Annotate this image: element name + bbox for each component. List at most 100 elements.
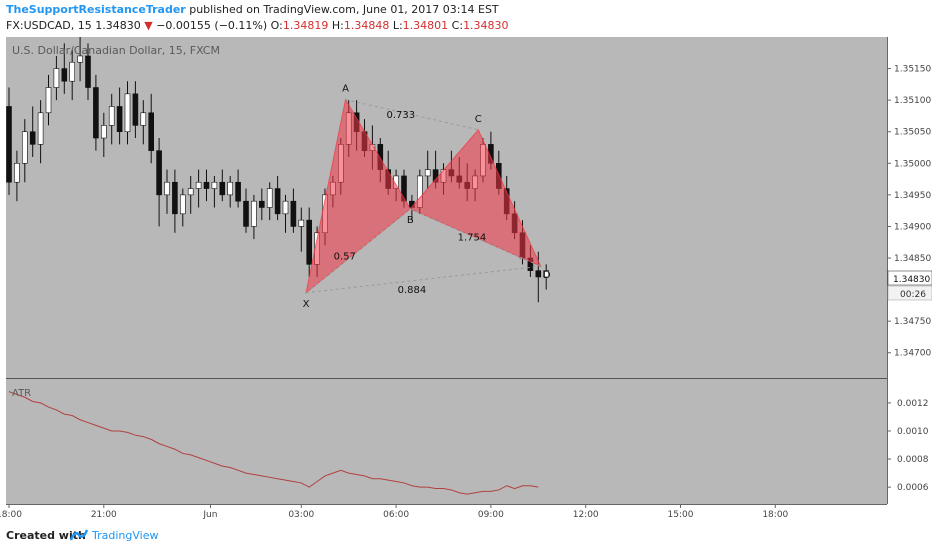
pattern-ratio-label: 0.884	[398, 285, 427, 296]
candle-body	[116, 106, 123, 133]
candle-body	[140, 112, 147, 126]
candle-body	[282, 200, 289, 215]
open-value: 1.34819	[282, 19, 329, 32]
tradingview-link[interactable]: TradingView	[92, 529, 159, 542]
candle-body	[77, 55, 83, 63]
pattern-ac-line	[345, 99, 479, 131]
candle-body	[93, 87, 99, 139]
countdown-badge	[887, 285, 932, 301]
candle-body	[21, 131, 28, 164]
time-tick-label: 06:00	[383, 510, 409, 520]
current-price-label: 1.34830	[893, 275, 930, 285]
change-value: −0.00155 (−0.11%)	[156, 19, 268, 32]
price-tick-label: 1.35150	[894, 65, 931, 75]
close-value: 1.34830	[463, 19, 509, 32]
low-label: L:	[392, 19, 403, 32]
atr-indicator	[8, 391, 539, 495]
symbol: FX:USDCAD, 15	[6, 19, 92, 32]
price-tick-label: 1.34950	[894, 191, 931, 201]
close-label: C:	[451, 19, 464, 32]
candle-body	[266, 188, 273, 208]
pattern-point-c: C	[475, 114, 482, 125]
candle-body	[124, 93, 131, 133]
time-tick-label: 18:00	[762, 510, 788, 520]
ohlc-line: FX:USDCAD, 15 1.34830 ▼ −0.00155 (−0.11%…	[6, 19, 509, 32]
price-tick-label: 1.34750	[894, 317, 931, 327]
price-tick-label: 1.34900	[894, 222, 931, 232]
candle-body	[219, 181, 226, 196]
candle-body	[274, 188, 281, 215]
time-axis[interactable]: 18:00 21:00 Jun 03:00 06:00 09:00 12:00 15:00 18…	[0, 504, 789, 520]
price-axis[interactable]: 1.35150 1.35100 1.35050 1.35000 1.34950 1.349…	[887, 65, 931, 359]
pattern-point-b: B	[407, 215, 414, 226]
atr-axis[interactable]: 0.0012 0.0010 0.0008 0.0006	[887, 399, 929, 493]
candle-body	[148, 112, 154, 151]
pattern-ratio-label: 0.57	[334, 251, 356, 262]
publish-line: TheSupportResistanceTrader published on …	[6, 3, 499, 16]
open-label: O:	[270, 19, 283, 32]
candle-body	[172, 181, 178, 215]
atr-tick-label: 0.0010	[897, 427, 929, 437]
candle-body	[61, 68, 68, 82]
author-link[interactable]: TheSupportResistanceTrader	[6, 3, 186, 16]
candle-body	[258, 200, 265, 208]
time-tick-label: 09:00	[478, 510, 504, 520]
candle-body	[69, 61, 75, 82]
price-tick-label: 1.35050	[894, 128, 931, 138]
atr-label: ATR	[12, 388, 31, 399]
change-down-icon: ▼	[144, 19, 153, 32]
candle-body	[235, 181, 241, 202]
candle-body	[298, 219, 305, 227]
candle-body	[251, 200, 257, 227]
published-text: published on TradingView.com, June 01, 2…	[185, 3, 499, 16]
candle-body	[306, 219, 313, 265]
pattern-point-a: A	[342, 84, 349, 95]
candle-body	[132, 93, 139, 126]
time-tick-label: 12:00	[573, 510, 599, 520]
harmonic-pattern[interactable]: X A B C D 0.733 0.57 0.884 1.754	[303, 84, 551, 310]
candle-body	[424, 169, 431, 177]
candle-body	[227, 181, 233, 196]
candle-body	[6, 106, 12, 183]
candle-body	[156, 150, 162, 196]
candle-body	[290, 200, 297, 227]
pattern-ratio-label: 0.733	[387, 110, 416, 121]
candle-body	[187, 188, 194, 196]
candle-body	[535, 270, 542, 278]
chart-title: U.S. Dollar/Canadian Dollar, 15, FXCM	[12, 44, 220, 57]
price-tick-label: 1.35000	[894, 159, 931, 169]
pattern-ratio-label: 1.754	[458, 232, 487, 243]
pattern-xb-line	[305, 208, 411, 294]
high-value: 1.34848	[343, 19, 390, 32]
atr-tick-label: 0.0008	[897, 455, 929, 465]
atr-tick-label: 0.0006	[897, 483, 929, 493]
high-label: H:	[331, 19, 344, 32]
tradingview-logo-icon	[70, 529, 88, 541]
pattern-point-x: X	[303, 299, 310, 310]
candle-body	[211, 181, 218, 189]
low-value: 1.34801	[402, 19, 449, 32]
candle-body	[29, 131, 36, 145]
candle-body	[203, 181, 210, 189]
candle-body	[53, 68, 60, 88]
candle-body	[164, 181, 170, 196]
header: TheSupportResistanceTrader published on …	[0, 0, 932, 36]
time-tick-label: 03:00	[288, 510, 314, 520]
current-price-badge	[887, 270, 932, 286]
candle-body	[14, 162, 20, 183]
candle-body	[543, 270, 550, 278]
time-tick-label: 18:00	[0, 510, 22, 520]
price-tick-label: 1.35100	[894, 96, 931, 106]
candle-body	[45, 87, 52, 114]
candle-body	[108, 106, 115, 126]
candle-body	[243, 200, 249, 227]
atr-pane-bg	[6, 379, 887, 504]
pattern-point-d: D	[543, 270, 551, 281]
footer: Created with TradingView	[0, 522, 932, 550]
atr-line	[8, 391, 539, 495]
countdown-label: 00:26	[900, 290, 926, 300]
atr-tick-label: 0.0012	[897, 399, 929, 409]
time-tick-label: Jun	[202, 510, 217, 520]
last-price: 1.34830	[95, 19, 141, 32]
